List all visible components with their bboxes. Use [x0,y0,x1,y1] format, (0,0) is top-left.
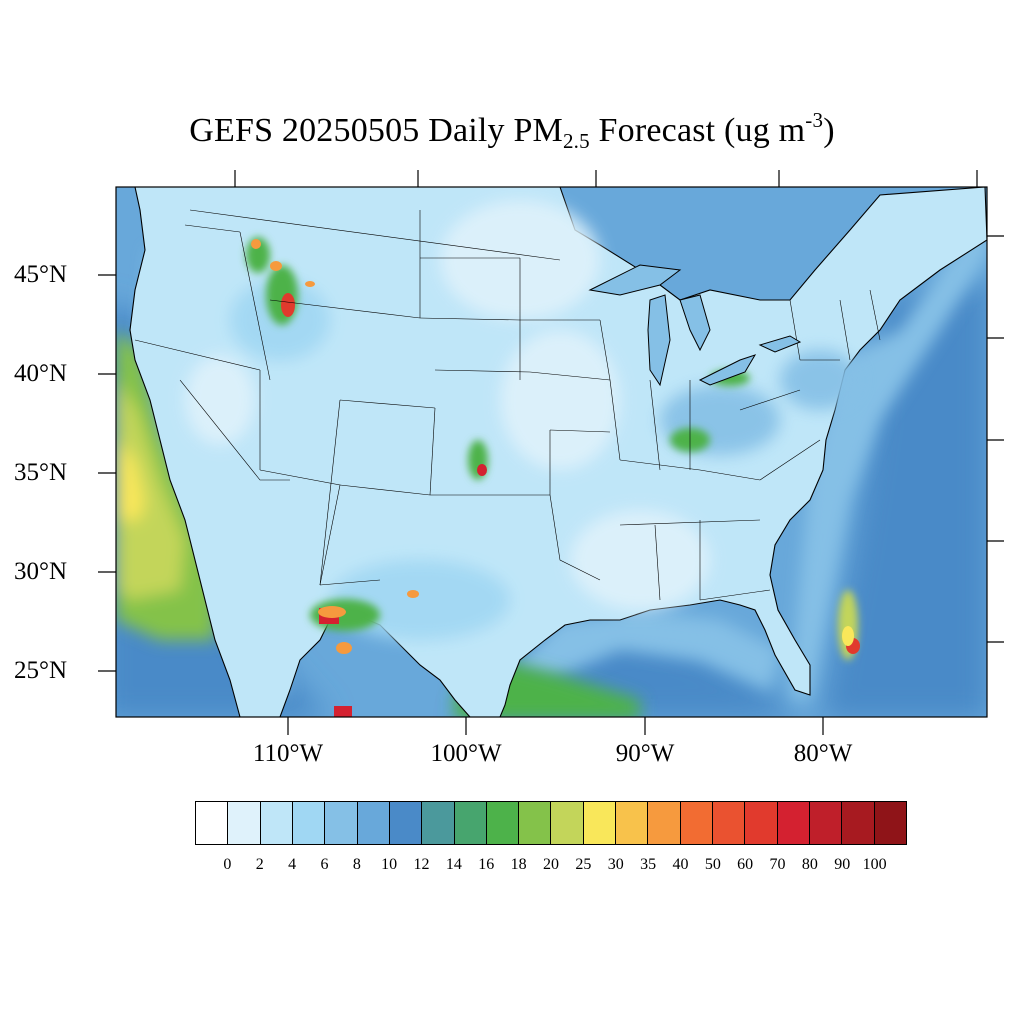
colorbar-swatch [422,802,454,844]
colorbar [195,801,907,845]
colorbar-swatch [551,802,583,844]
colorbar-swatch [358,802,390,844]
lat-label: 40°N [14,360,80,388]
colorbar-swatch [745,802,777,844]
title-superscript: -3 [805,108,823,132]
lat-label: 35°N [14,459,80,487]
colorbar-swatch [455,802,487,844]
colorbar-swatch [842,802,874,844]
colorbar-swatch [196,802,228,844]
land-light-zone-southeast [570,510,710,610]
colorbar-tick-label: 100 [855,856,895,874]
colorbar-swatch [648,802,680,844]
lon-label: 110°W [228,740,348,768]
lon-label: 100°W [406,740,526,768]
land-light-zone-west [185,355,255,445]
colorbar-swatch [487,802,519,844]
colorbar-swatch [261,802,293,844]
colorbar-swatch [681,802,713,844]
title-close: ) [823,112,835,149]
colorbar-swatch [875,802,906,844]
colorbar-swatch [713,802,745,844]
colorbar-swatch [390,802,422,844]
lon-label: 80°W [763,740,883,768]
colorbar-swatch [325,802,357,844]
colorbar-swatch [810,802,842,844]
lat-label: 30°N [14,558,80,586]
colorbar-swatch [293,802,325,844]
title-text: GEFS 20250505 Daily PM [189,112,563,149]
land-light-zone-midwest [500,330,620,470]
colorbar-swatch [519,802,551,844]
colorbar-swatch [778,802,810,844]
colorbar-swatch [616,802,648,844]
colorbar-swatch [584,802,616,844]
lat-label: 45°N [14,261,80,289]
colorbar-swatch [228,802,260,844]
chart-title: GEFS 20250505 Daily PM2.5 Forecast (ug m… [0,112,1024,150]
lat-label: 25°N [14,657,80,685]
lon-label: 90°W [585,740,705,768]
title-units: Forecast (ug m [590,112,805,149]
land-mid-zone-northeast [780,350,860,410]
title-subscript: 2.5 [563,129,590,153]
